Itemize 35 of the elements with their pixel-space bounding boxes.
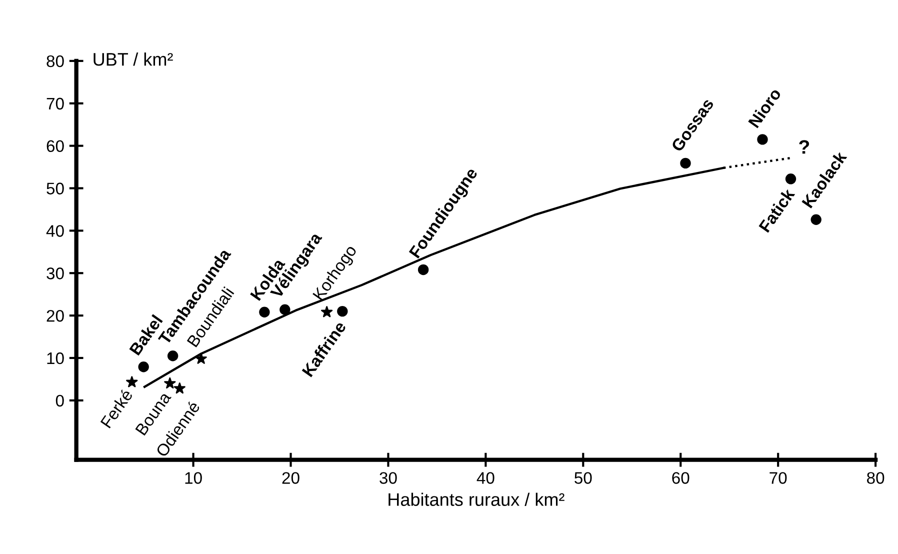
point [810, 214, 822, 225]
point [418, 264, 429, 276]
point [138, 362, 149, 372]
y-tick-label: 70 [46, 98, 64, 110]
point [785, 174, 796, 184]
point [174, 382, 186, 394]
point [321, 306, 333, 318]
x-tick-label: 50 [574, 472, 592, 484]
x-tick-label: 20 [282, 472, 300, 484]
y-tick-label: 10 [47, 352, 64, 364]
x-tick-label: 60 [672, 472, 690, 484]
y-tick-label: 20 [46, 310, 64, 322]
point [164, 377, 176, 388]
point [167, 350, 178, 362]
point [126, 376, 138, 388]
annotation: ? [799, 140, 810, 154]
y-tick-label: 80 [46, 55, 64, 68]
point [195, 352, 207, 364]
y-tick-label: 30 [46, 268, 64, 280]
point [337, 306, 348, 317]
x-tick-label: 70 [770, 472, 787, 484]
x-tick-label: 40 [476, 472, 494, 484]
y-axis-title: UBT / km² [94, 52, 173, 66]
x-axis-title: Habitants ruraux / km² [388, 492, 564, 506]
y-tick-label: 50 [46, 182, 64, 194]
y-tick-label: 40 [46, 225, 64, 237]
point [757, 134, 768, 145]
y-tick-label: 0 [56, 394, 64, 407]
point [280, 304, 290, 315]
y-tick-label: 60 [46, 140, 64, 152]
point [259, 306, 270, 318]
x-tick-label: 10 [185, 472, 202, 484]
x-tick-label: 30 [380, 472, 397, 484]
x-tick-label: 80 [867, 472, 884, 484]
point [680, 158, 691, 169]
